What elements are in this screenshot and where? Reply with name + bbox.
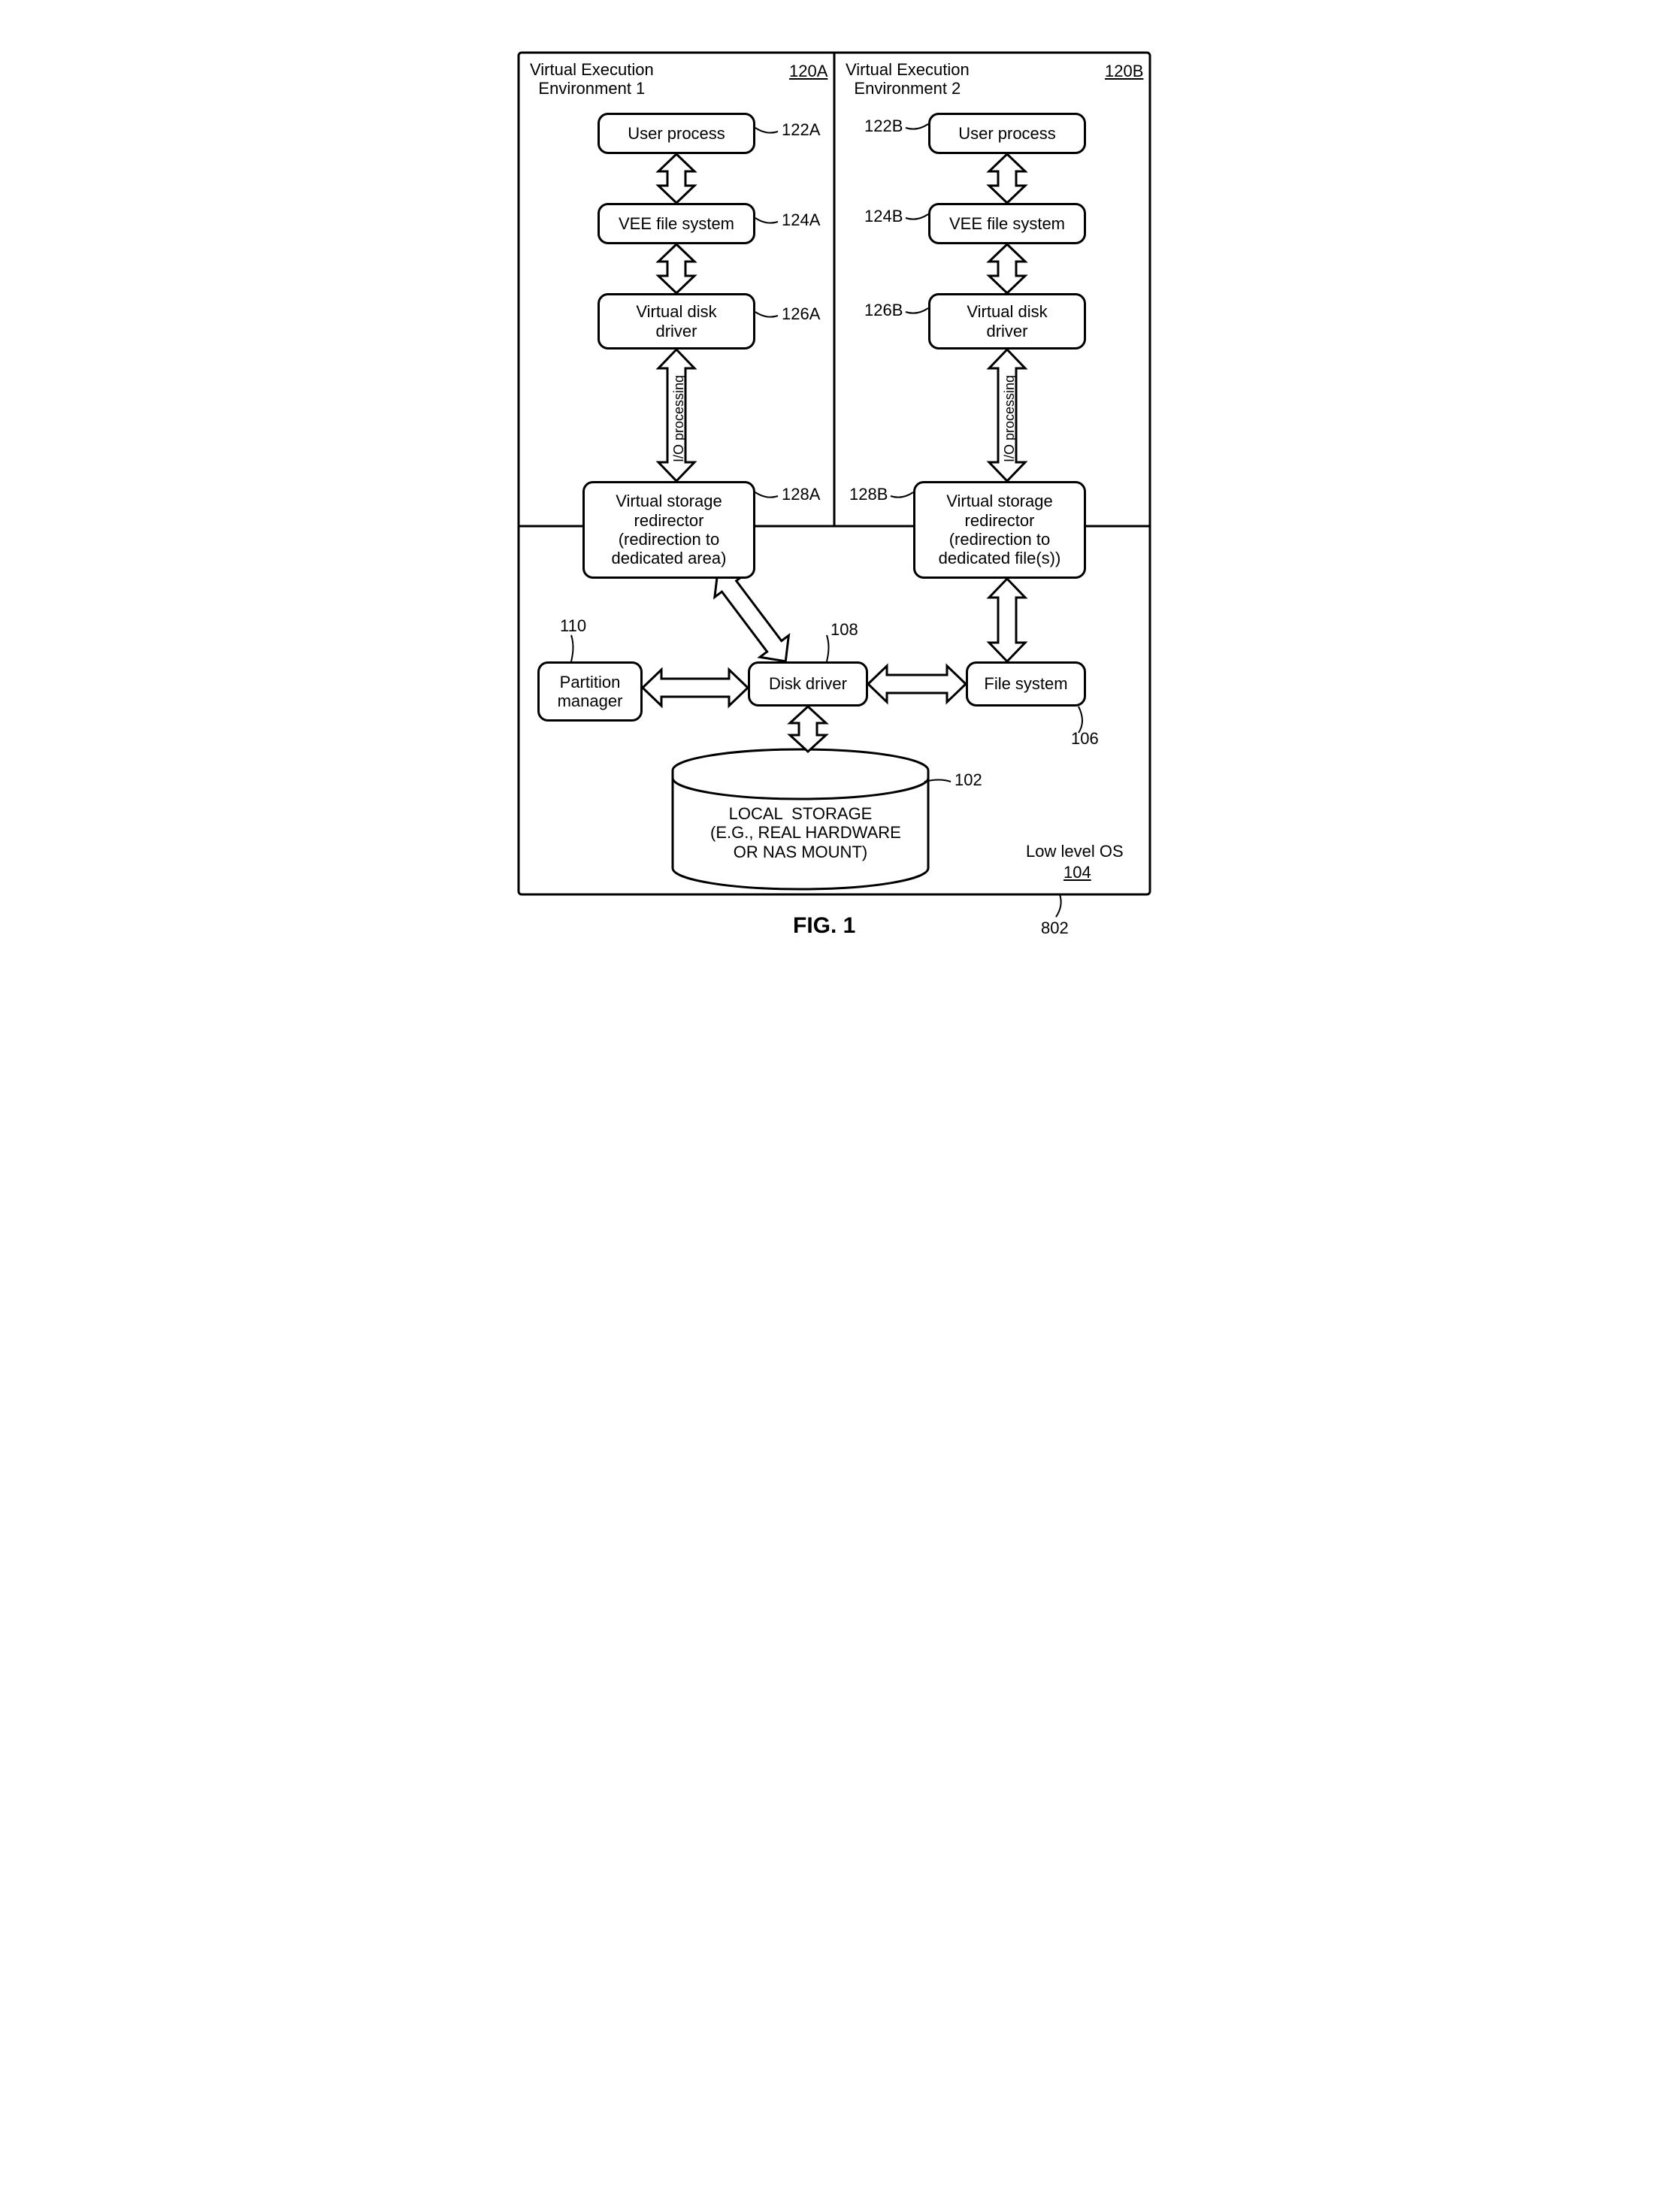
node-pm-label: Partition manager [558,673,623,711]
node-pm: Partition manager [537,661,643,722]
ref-126b: 126B [864,301,903,320]
ref-110: 110 [560,616,586,636]
diagram-canvas: Virtual Execution Environment 1 120A Vir… [485,30,1176,962]
node-user-a-label: User process [628,124,725,143]
ref-102: 102 [955,770,982,790]
node-vdd-b: Virtual disk driver [928,293,1086,350]
node-user-a: User process [598,113,755,154]
vee1-label: Virtual Execution Environment 1 [530,60,654,98]
node-dd: Disk driver [748,661,868,707]
ref-108: 108 [830,620,858,640]
node-vdd-a-label: Virtual disk driver [636,302,716,340]
low-os-label: Low level OS [1026,842,1124,861]
ref-124b: 124B [864,207,903,226]
vee2-ref: 120B [1105,62,1143,81]
ref-128b: 128B [849,485,888,504]
ref-122a: 122A [782,120,820,140]
node-veefs-b: VEE file system [928,203,1086,244]
node-veefs-b-label: VEE file system [949,214,1065,233]
ref-126a: 126A [782,304,820,324]
node-fs: File system [966,661,1086,707]
node-user-b-label: User process [958,124,1056,143]
io-label-a: I/O processing [671,372,687,462]
io-label-b: I/O processing [1002,372,1018,462]
ref-106: 106 [1071,729,1099,749]
node-vdd-a: Virtual disk driver [598,293,755,350]
node-dd-label: Disk driver [769,674,847,693]
node-vdd-b-label: Virtual disk driver [967,302,1047,340]
node-user-b: User process [928,113,1086,154]
ref-802: 802 [1041,918,1069,938]
low-os-ref: 104 [1063,863,1091,882]
vee1-ref: 120A [789,62,827,81]
ref-124a: 124A [782,210,820,230]
node-veefs-a: VEE file system [598,203,755,244]
node-fs-label: File system [984,674,1067,693]
ref-128a: 128A [782,485,820,504]
node-vsr-b: Virtual storage redirector (redirection … [913,481,1086,579]
node-vsr-a: Virtual storage redirector (redirection … [582,481,755,579]
node-veefs-a-label: VEE file system [619,214,734,233]
node-vsr-a-label: Virtual storage redirector (redirection … [612,492,727,567]
figure-label: FIG. 1 [793,913,855,939]
cylinder-label: LOCAL STORAGE (E.G., REAL HARDWARE OR NA… [710,804,891,861]
vee2-label: Virtual Execution Environment 2 [846,60,970,98]
node-vsr-b-label: Virtual storage redirector (redirection … [939,492,1061,567]
ref-122b: 122B [864,117,903,136]
